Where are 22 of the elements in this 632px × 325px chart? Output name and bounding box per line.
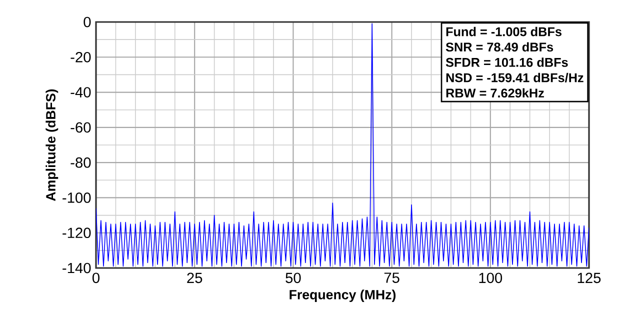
- y-tick-label: -20: [70, 52, 91, 62]
- y-tick-label: 0: [84, 16, 91, 28]
- annotation: NSD = -159.41 dBFs/Hz: [446, 72, 584, 82]
- y-tick-label: -40: [70, 87, 91, 98]
- y-tick-label: -80: [70, 157, 91, 168]
- y-tick-label: -100: [62, 192, 91, 203]
- y-tick-label: -120: [62, 228, 91, 238]
- x-tick-label: 75: [384, 272, 400, 283]
- x-tick-label: 25: [187, 272, 202, 284]
- line-series: [96, 23, 590, 267]
- y-axis-title: Amplitude (dBFS): [46, 89, 58, 201]
- x-tick-label: 50: [286, 272, 301, 284]
- annotation: SNR = 78.49 dBFs: [446, 42, 554, 52]
- x-tick-label: 100: [479, 272, 502, 284]
- annotation: RBW = 7.629kHz: [446, 88, 544, 98]
- y-tick-label: -60: [70, 122, 91, 133]
- annotation: SFDR = 101.16 dBFs: [446, 58, 568, 67]
- x-tick-label: 0: [92, 272, 100, 284]
- annotation: Fund = -1.005 dBFs: [446, 26, 562, 36]
- x-tick-label: 125: [578, 272, 601, 284]
- y-tick-label: -140: [62, 262, 91, 274]
- x-axis-title: Frequency (MHz): [290, 290, 396, 302]
